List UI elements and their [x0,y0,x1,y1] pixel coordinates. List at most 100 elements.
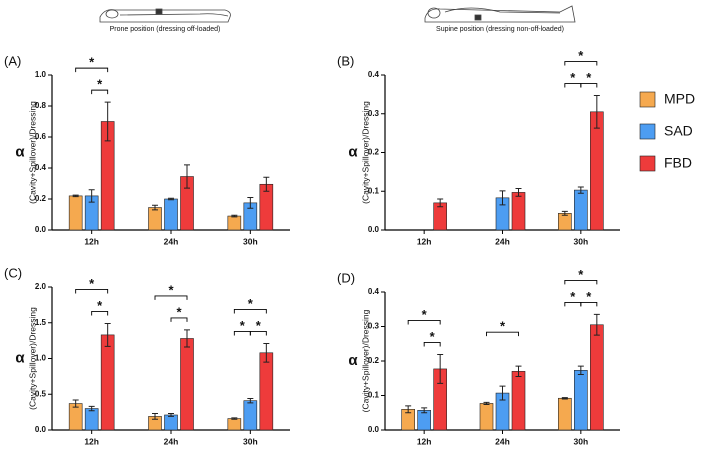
significance-label: * [89,55,95,70]
bar: SAD [84,408,99,431]
bar: FBD [511,371,526,431]
y-tick-label: 0.1 [368,186,380,195]
significance-label: * [586,70,592,85]
error-bar [247,398,254,404]
significance-label: * [578,267,584,282]
error-bar [593,95,600,129]
legend-label: SAD [664,123,693,139]
panel-label: (A) [4,53,21,68]
error-bar [499,385,506,401]
y-axis-label: (Cavity+Spillover)/Dressing [27,101,37,204]
bar: FBD [259,352,274,431]
significance-bracket [486,331,519,337]
y-tick-label: 0.3 [368,322,380,331]
bar: SAD [574,189,588,231]
error-bar [72,194,79,198]
error-bar [263,176,270,192]
y-tick-label: 0.8 [35,101,47,110]
x-tick-label: 12h [417,436,432,446]
error-bar [593,313,600,336]
y-symbol: α [15,349,25,366]
significance-label: * [500,319,506,334]
significance-bracket [91,311,109,316]
error-bar [561,397,568,400]
y-tick-label: 2.0 [35,282,47,291]
significance-bracket [249,331,267,336]
x-tick-label: 30h [243,236,258,246]
significance-bracket [580,301,598,307]
prone-icon [99,8,231,23]
y-tick-label: 0.0 [368,225,380,234]
significance-label: * [97,298,103,313]
error-bar [437,198,444,208]
bar: SAD [164,198,178,231]
bar: MPD [227,215,242,231]
significance-bracket [154,295,188,300]
error-bar [104,101,111,142]
y-tick-label: 0.0 [35,225,47,234]
significance-bracket [75,67,109,73]
significance-bracket [170,317,188,322]
error-bar [499,190,506,206]
x-tick-label: 24h [164,436,179,446]
error-bar [88,405,95,412]
significance-bracket [233,309,267,314]
significance-bracket [75,289,109,294]
bar: FBD [590,324,604,431]
bar: MPD [148,207,162,231]
significance-label: * [570,70,576,85]
y-tick-label: 1.0 [35,70,47,79]
panel-label: (C) [4,265,22,280]
error-bar [577,365,584,375]
bar: MPD [227,418,242,431]
x-tick-label: 24h [164,236,179,246]
significance-bracket [564,61,598,66]
error-bar [184,329,190,348]
error-bar [515,365,522,378]
y-tick-label: 0.1 [368,391,380,400]
bar: FBD [100,334,115,431]
error-bar [184,164,190,189]
y-axis-label: (Cavity+Spillover)/Dressing [360,309,370,412]
x-tick-label: 12h [84,436,99,446]
y-tick-label: 0.2 [368,356,380,365]
y-tick-label: 0.6 [35,132,47,141]
bar: FBD [180,338,194,431]
x-tick-label: 12h [84,236,99,246]
error-bar [231,214,238,218]
caption: Prone position (dressing off-loaded) [110,26,221,33]
error-bar [247,196,254,209]
y-tick-label: 0.2 [35,194,47,203]
legend-swatch [639,155,656,172]
error-bar [88,189,95,203]
error-bar [421,407,428,414]
error-bar [577,186,584,194]
y-tick-label: 0.2 [368,148,380,157]
significance-bracket [564,279,598,285]
legend-label: FBD [664,155,692,171]
y-tick-label: 1.5 [35,318,47,327]
supine-icon [424,5,576,23]
bar: FBD [590,111,604,231]
y-tick-label: 0.5 [35,389,47,398]
bar: MPD [68,195,83,231]
bar: MPD [479,403,494,431]
y-symbol: α [15,143,25,160]
error-bar [152,204,158,211]
y-axis-label: (Cavity+Spillover)/Dressing [360,101,370,204]
significance-label: * [422,307,428,322]
legend-swatch [639,91,656,108]
bar: MPD [558,397,572,431]
x-tick-label: 30h [243,436,258,446]
y-tick-label: 1.0 [35,354,47,363]
error-bar [405,405,412,414]
significance-bracket [423,341,441,347]
bar: SAD [243,400,258,431]
significance-label: * [240,318,246,333]
error-bar [168,413,174,417]
significance-bracket [407,319,441,325]
bar: SAD [164,414,178,431]
y-symbol: α [348,143,358,160]
x-tick-label: 24h [495,436,510,446]
